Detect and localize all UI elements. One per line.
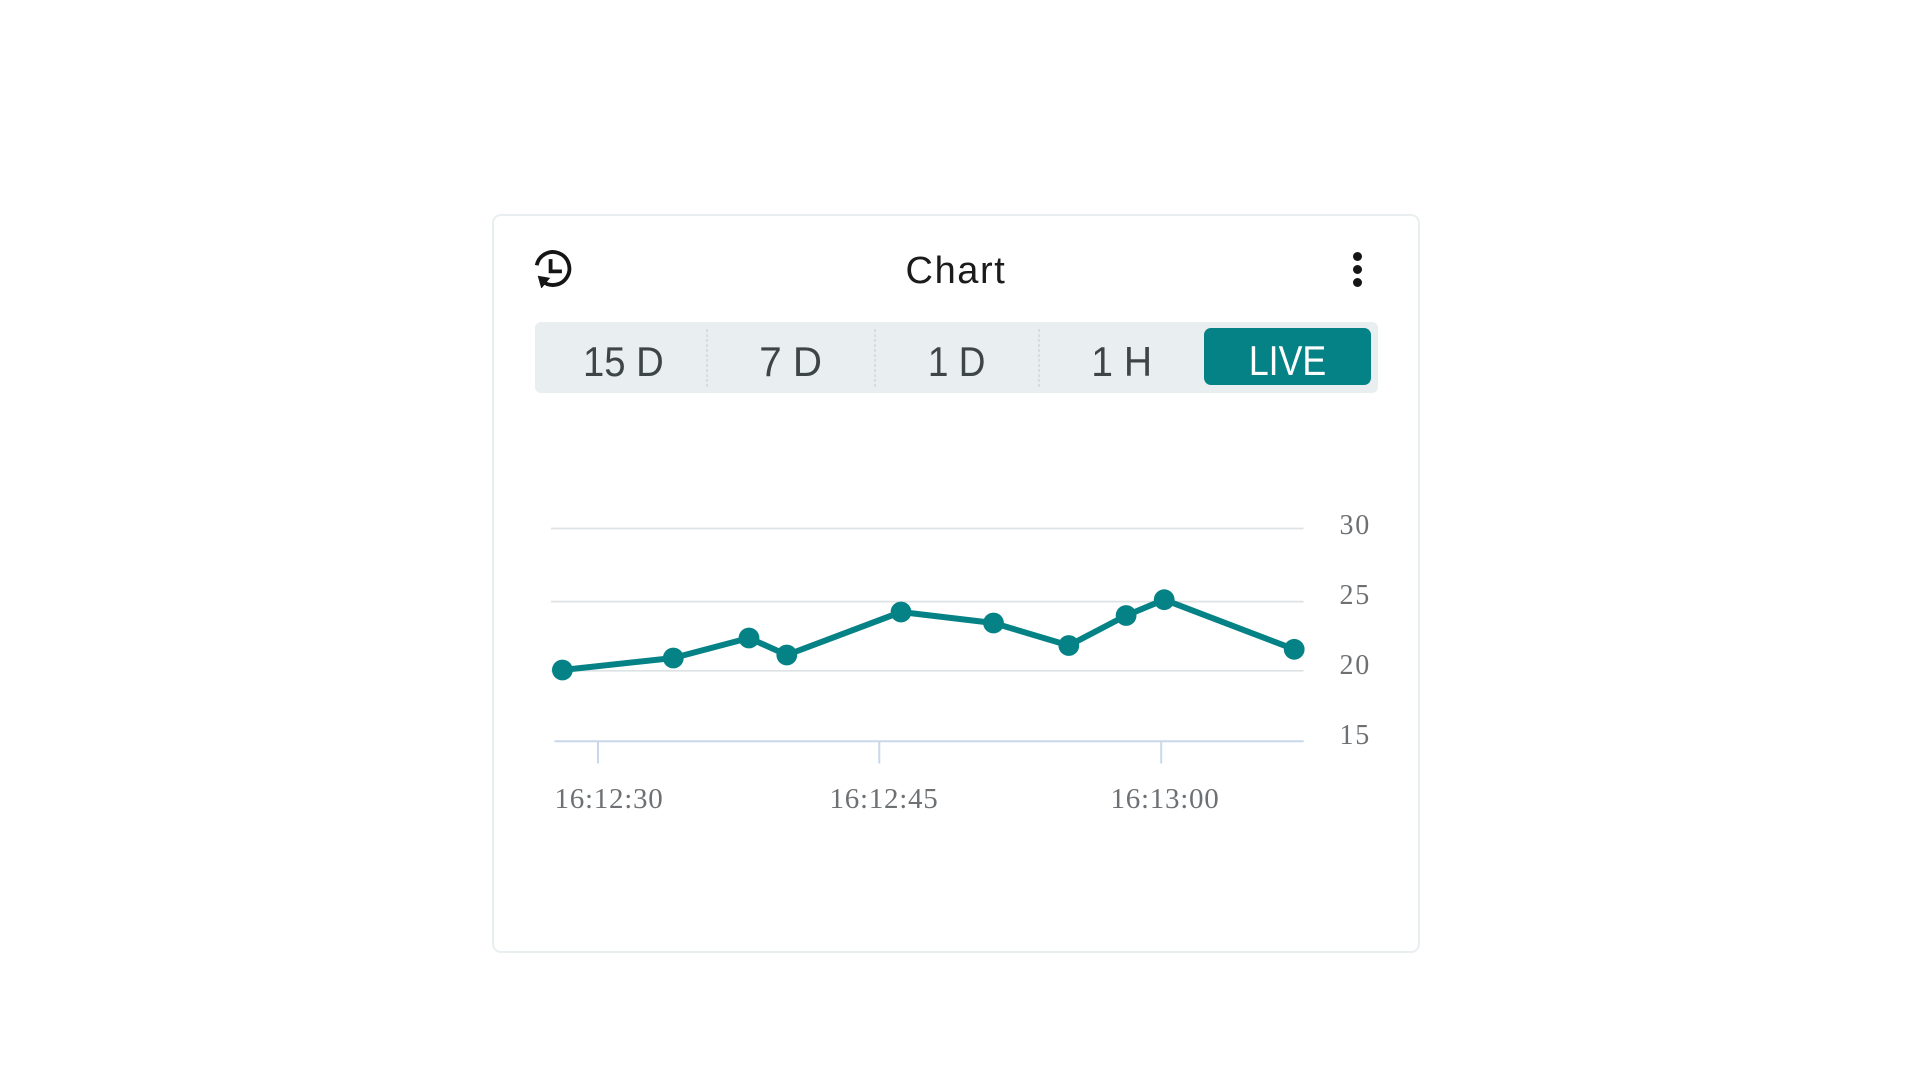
- svg-text:16:12:30: 16:12:30: [554, 783, 663, 815]
- svg-text:30: 30: [1340, 510, 1372, 541]
- svg-text:16:12:45: 16:12:45: [829, 783, 938, 815]
- svg-text:15: 15: [1340, 720, 1372, 751]
- svg-text:25: 25: [1340, 580, 1372, 611]
- svg-text:20: 20: [1340, 650, 1372, 681]
- svg-text:16:13:00: 16:13:00: [1110, 783, 1219, 815]
